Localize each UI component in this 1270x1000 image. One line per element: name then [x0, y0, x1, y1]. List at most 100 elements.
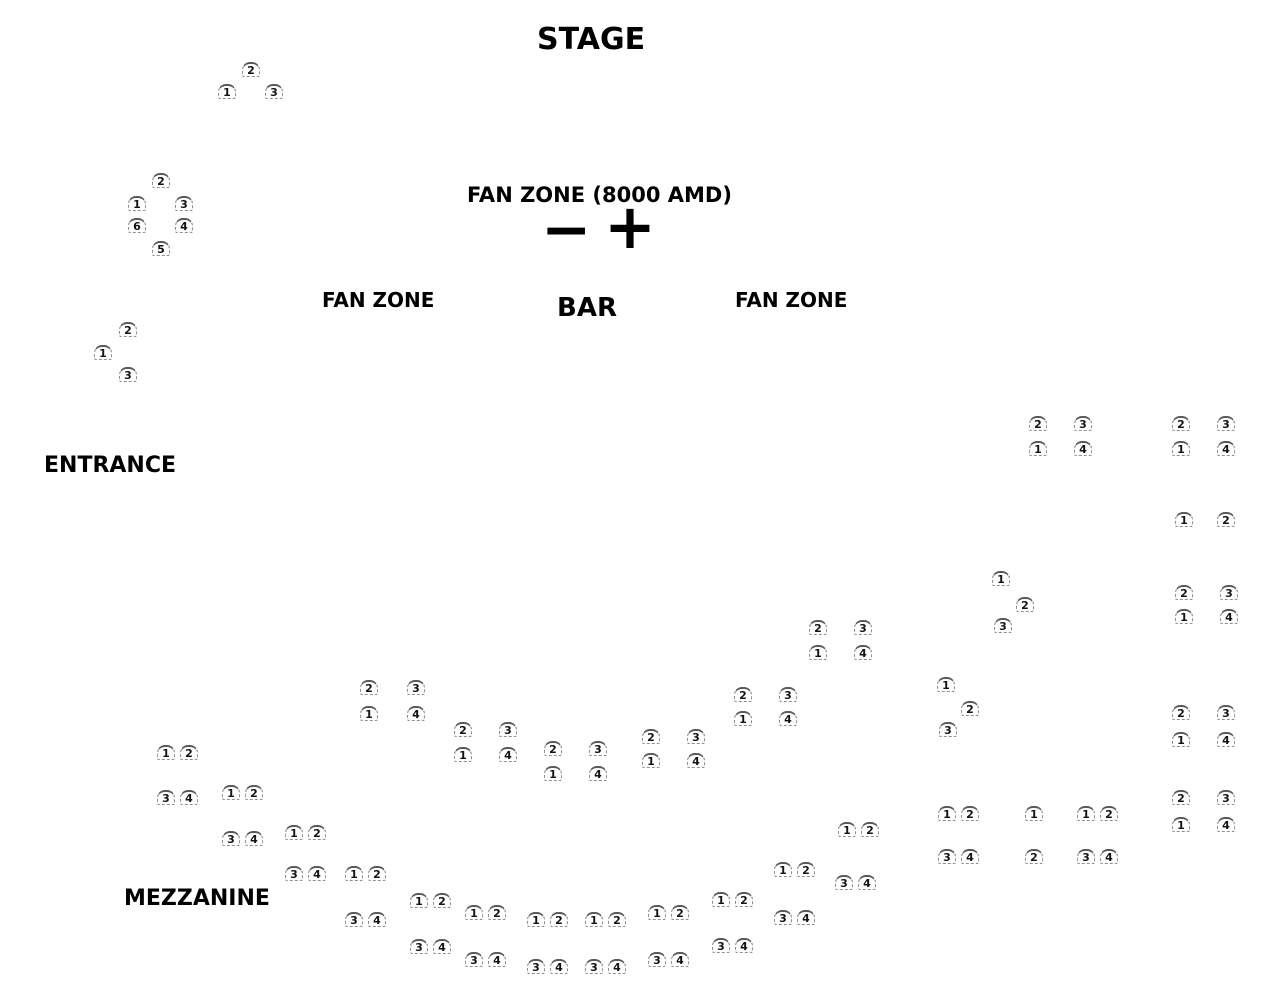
seat-mezz-bottom-2-4[interactable]: 4: [550, 959, 568, 974]
seat-arc-quad-4-3[interactable]: 3: [687, 729, 705, 744]
seat-mezz-right-1-1[interactable]: 1: [712, 892, 730, 907]
seat-left-trio-1[interactable]: 1: [94, 345, 112, 360]
seat-left-trio-3[interactable]: 3: [119, 367, 137, 382]
seat-mezz-right-2-1[interactable]: 1: [774, 862, 792, 877]
seat-far-right-quad-a-1[interactable]: 1: [1172, 732, 1190, 747]
seat-right-top-quad-a-4[interactable]: 4: [1074, 441, 1092, 456]
seat-arc-quad-1-4[interactable]: 4: [407, 706, 425, 721]
seat-right-quad-c-1[interactable]: 1: [1175, 609, 1193, 624]
seat-arc-quad-2-1[interactable]: 1: [454, 747, 472, 762]
seat-mezz-right-1-4[interactable]: 4: [735, 938, 753, 953]
seat-right-quad-c-2[interactable]: 2: [1175, 585, 1193, 600]
seat-mezz-bottom-4-4[interactable]: 4: [671, 952, 689, 967]
seat-right-top-quad-b-3[interactable]: 3: [1217, 416, 1235, 431]
seat-arc-quad-4-2[interactable]: 2: [642, 729, 660, 744]
seat-center-quad-a-2[interactable]: 2: [809, 620, 827, 635]
seat-mezz-bottom-4-1[interactable]: 1: [648, 905, 666, 920]
seat-arc-quad-4-4[interactable]: 4: [687, 753, 705, 768]
seat-right-bottom-quad-a-4[interactable]: 4: [961, 849, 979, 864]
seat-mezz-right-1-2[interactable]: 2: [735, 892, 753, 907]
seat-arc-quad-3-2[interactable]: 2: [544, 741, 562, 756]
seat-stage-left-trio-2[interactable]: 2: [242, 62, 260, 77]
seat-center-quad-b-1[interactable]: 1: [734, 711, 752, 726]
seat-right-diag-trio-3[interactable]: 3: [994, 618, 1012, 633]
seat-right-top-quad-b-2[interactable]: 2: [1172, 416, 1190, 431]
seat-right-top-quad-a-2[interactable]: 2: [1029, 416, 1047, 431]
zoom-out-button[interactable]: −: [541, 195, 592, 265]
seat-mezz-left-5-4[interactable]: 4: [433, 939, 451, 954]
seat-mezz-left-5-1[interactable]: 1: [410, 893, 428, 908]
seat-mezz-bottom-4-2[interactable]: 2: [671, 905, 689, 920]
seat-arc-quad-1-3[interactable]: 3: [407, 680, 425, 695]
seat-mezz-right-2-4[interactable]: 4: [797, 910, 815, 925]
seat-center-diag-trio-3[interactable]: 3: [939, 722, 957, 737]
seat-right-bottom-quad-b-1[interactable]: 1: [1077, 806, 1095, 821]
seat-mezz-left-4-4[interactable]: 4: [368, 912, 386, 927]
seat-arc-quad-3-4[interactable]: 4: [589, 766, 607, 781]
seat-mezz-left-1-1[interactable]: 1: [157, 745, 175, 760]
seat-mezz-left-2-2[interactable]: 2: [245, 785, 263, 800]
seat-mezz-left-3-3[interactable]: 3: [285, 866, 303, 881]
seat-mezz-left-1-2[interactable]: 2: [180, 745, 198, 760]
seat-mezz-left-2-3[interactable]: 3: [222, 831, 240, 846]
seat-arc-quad-3-1[interactable]: 1: [544, 766, 562, 781]
seat-arc-quad-2-2[interactable]: 2: [454, 722, 472, 737]
seat-far-right-quad-a-3[interactable]: 3: [1217, 705, 1235, 720]
seat-center-quad-a-1[interactable]: 1: [809, 645, 827, 660]
seat-mezz-right-3-3[interactable]: 3: [835, 875, 853, 890]
seat-right-bottom-quad-b-3[interactable]: 3: [1077, 849, 1095, 864]
seat-mezz-left-1-3[interactable]: 3: [157, 790, 175, 805]
seat-mezz-right-3-2[interactable]: 2: [861, 822, 879, 837]
seat-mezz-bottom-4-3[interactable]: 3: [648, 952, 666, 967]
seat-far-right-quad-b-4[interactable]: 4: [1217, 817, 1235, 832]
seat-mezz-left-4-2[interactable]: 2: [368, 866, 386, 881]
seat-left-table-six-6[interactable]: 6: [128, 218, 146, 233]
zoom-in-button[interactable]: +: [604, 190, 656, 263]
seat-right-bottom-quad-a-2[interactable]: 2: [961, 806, 979, 821]
seat-mezz-right-3-1[interactable]: 1: [838, 822, 856, 837]
seat-far-right-quad-b-2[interactable]: 2: [1172, 790, 1190, 805]
seat-right-top-quad-b-1[interactable]: 1: [1172, 441, 1190, 456]
seat-right-bottom-quad-a-3[interactable]: 3: [938, 849, 956, 864]
seat-mezz-left-3-4[interactable]: 4: [308, 866, 326, 881]
seat-right-diag-trio-2[interactable]: 2: [1016, 597, 1034, 612]
seat-mezz-left-4-3[interactable]: 3: [345, 912, 363, 927]
seat-mezz-bottom-2-3[interactable]: 3: [527, 959, 545, 974]
seat-mezz-bottom-2-2[interactable]: 2: [550, 912, 568, 927]
seat-right-top-quad-a-1[interactable]: 1: [1029, 441, 1047, 456]
seat-mezz-left-2-1[interactable]: 1: [222, 785, 240, 800]
seat-mezz-left-4-1[interactable]: 1: [345, 866, 363, 881]
seat-mezz-right-2-2[interactable]: 2: [797, 862, 815, 877]
seat-mezz-left-1-4[interactable]: 4: [180, 790, 198, 805]
seat-center-quad-b-3[interactable]: 3: [779, 687, 797, 702]
seat-stage-left-trio-3[interactable]: 3: [265, 84, 283, 99]
seat-mezz-right-1-3[interactable]: 3: [712, 938, 730, 953]
seat-center-quad-a-3[interactable]: 3: [854, 620, 872, 635]
seat-mezz-bottom-3-2[interactable]: 2: [608, 912, 626, 927]
seat-center-quad-b-2[interactable]: 2: [734, 687, 752, 702]
seat-mezz-left-3-2[interactable]: 2: [308, 825, 326, 840]
seat-mezz-bottom-1-3[interactable]: 3: [465, 952, 483, 967]
seat-right-bottom-quad-b-4[interactable]: 4: [1100, 849, 1118, 864]
seat-right-top-quad-a-3[interactable]: 3: [1074, 416, 1092, 431]
seat-right-top-quad-b-4[interactable]: 4: [1217, 441, 1235, 456]
seat-mezz-bottom-1-1[interactable]: 1: [465, 905, 483, 920]
seat-right-bottom-quad-b-2[interactable]: 2: [1100, 806, 1118, 821]
seat-mezz-bottom-1-2[interactable]: 2: [488, 905, 506, 920]
seat-mezz-right-3-4[interactable]: 4: [858, 875, 876, 890]
seat-left-table-six-1[interactable]: 1: [128, 196, 146, 211]
seat-arc-quad-2-3[interactable]: 3: [499, 722, 517, 737]
seat-right-pair-1[interactable]: 1: [1175, 512, 1193, 527]
seat-right-bottom-pair-1[interactable]: 1: [1025, 806, 1043, 821]
seat-mezz-bottom-2-1[interactable]: 1: [527, 912, 545, 927]
seat-arc-quad-3-3[interactable]: 3: [589, 741, 607, 756]
seat-right-pair-2[interactable]: 2: [1217, 512, 1235, 527]
seat-arc-quad-2-4[interactable]: 4: [499, 747, 517, 762]
seat-left-trio-2[interactable]: 2: [119, 322, 137, 337]
seat-mezz-left-2-4[interactable]: 4: [245, 831, 263, 846]
seat-far-right-quad-a-4[interactable]: 4: [1217, 732, 1235, 747]
seat-right-bottom-quad-a-1[interactable]: 1: [938, 806, 956, 821]
seat-far-right-quad-b-3[interactable]: 3: [1217, 790, 1235, 805]
seat-mezz-bottom-3-3[interactable]: 3: [585, 959, 603, 974]
seat-arc-quad-4-1[interactable]: 1: [642, 753, 660, 768]
